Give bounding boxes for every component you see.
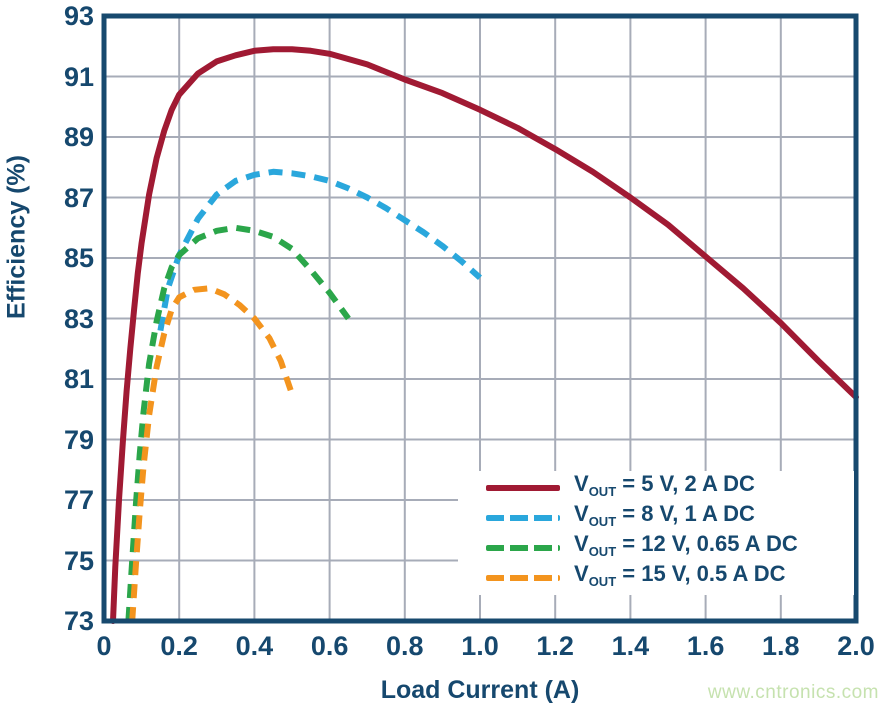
y-tick-label: 75 — [63, 545, 94, 576]
x-tick-label: 1.4 — [611, 631, 650, 661]
x-axis-title: Load Current (A) — [380, 676, 580, 704]
legend-swatch-solid — [486, 485, 560, 491]
legend-label: VOUT = 5 V, 2 A DC — [574, 471, 755, 499]
x-tick-label: 1.6 — [686, 631, 725, 661]
x-tick-label: 0.6 — [310, 631, 349, 661]
legend-label: VOUT = 15 V, 0.5 A DC — [574, 561, 786, 589]
y-tick-label: 73 — [63, 606, 94, 636]
y-tick-label: 79 — [63, 424, 94, 455]
legend-swatch-dashed — [486, 545, 560, 551]
legend-item-vout-12v-065a-dc: VOUT = 12 V, 0.65 A DC — [458, 531, 854, 563]
y-tick-label: 87 — [63, 182, 94, 213]
plot-border — [101, 13, 859, 624]
x-tick-label: 1.0 — [461, 631, 499, 661]
x-tick-label: 0.4 — [235, 631, 274, 661]
curve-vout-12v-065a-dc — [125, 224, 351, 622]
y-tick-label: 83 — [63, 303, 94, 334]
y-axis-title: Efficiency (%) — [2, 155, 31, 319]
y-tick-label: 91 — [63, 61, 94, 92]
curve-vout-15v-05a-dc — [129, 285, 295, 622]
legend-label: VOUT = 12 V, 0.65 A DC — [574, 531, 798, 559]
x-tick-label: 0.2 — [160, 631, 198, 661]
legend-item-vout-15v-05a-dc: VOUT = 15 V, 0.5 A DC — [458, 561, 854, 593]
watermark: www.cntronics.com — [707, 682, 879, 703]
legend-item-vout-5v-2a-dc: VOUT = 5 V, 2 A DC — [458, 471, 854, 503]
x-tick-label: 1.8 — [762, 631, 800, 661]
y-tick-label: 81 — [63, 364, 94, 394]
y-tick-label: 85 — [63, 243, 94, 273]
legend: VOUT = 5 V, 2 A DC VOUT = 8 V, 1 A DC VOUT… — [458, 471, 854, 595]
x-tick-label: 0.8 — [386, 631, 424, 661]
legend-item-vout-8v-1a-dc: VOUT = 8 V, 1 A DC — [458, 501, 854, 533]
legend-swatch-dashed — [486, 515, 560, 521]
legend-label: VOUT = 8 V, 1 A DC — [574, 501, 755, 529]
x-tick-label: 1.2 — [536, 631, 574, 661]
y-tick-label: 89 — [63, 122, 94, 152]
legend-swatch-dashed — [486, 575, 560, 581]
curve-vout-8v-1a-dc — [157, 168, 482, 332]
x-tick-label: 0 — [96, 631, 112, 661]
y-tick-label: 93 — [63, 1, 94, 31]
x-tick-label: 2.0 — [837, 631, 875, 661]
y-tick-label: 77 — [63, 485, 94, 515]
curve-vout-5v-2a-dc — [110, 46, 859, 624]
